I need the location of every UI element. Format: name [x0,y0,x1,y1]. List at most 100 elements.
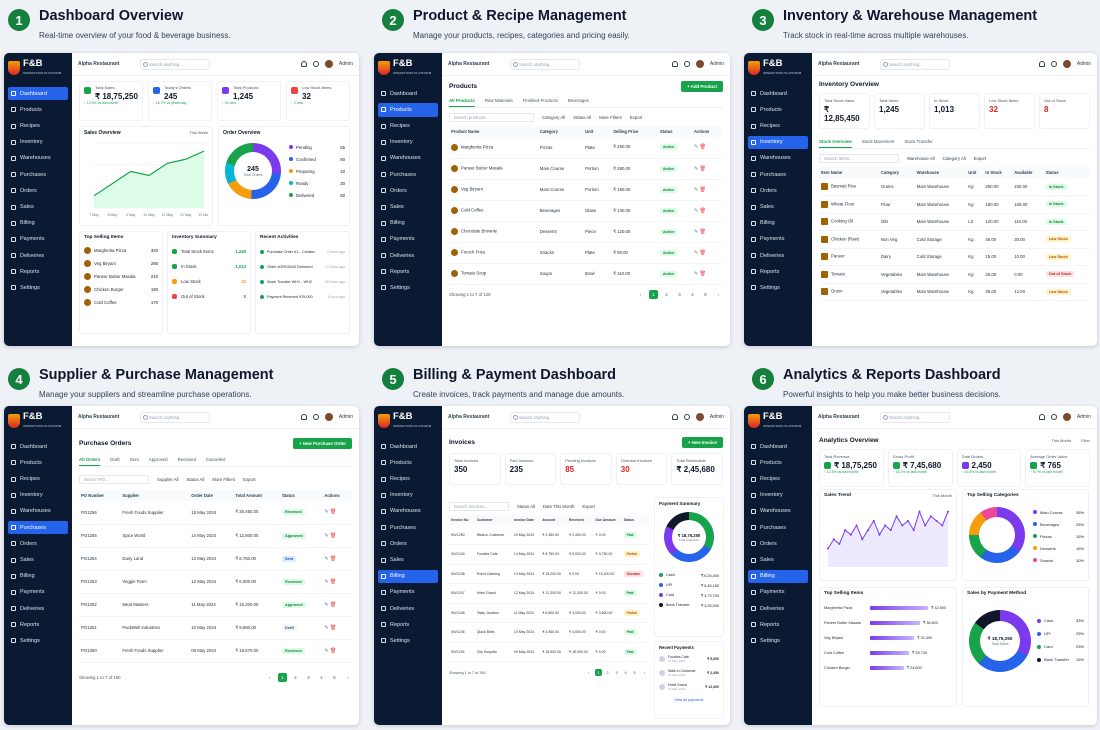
table-row[interactable]: INV1250 Walk-in Customer 15 May 2024 ₹ 2,45… [449,525,649,545]
sidebar-item-settings[interactable]: Settings [378,634,438,647]
sidebar-item-purchases[interactable]: Purchases [378,521,438,534]
table-row[interactable]: INV1246 Tasty Junction 11 May 2024 ₹ 6,800.… [449,603,649,623]
sidebar-item-warehouses[interactable]: Warehouses [748,505,808,518]
prev-page-icon[interactable]: ‹ [268,674,271,680]
page-button[interactable]: 1 [278,672,287,682]
tab-0[interactable]: Stock Overview [819,137,852,148]
sidebar-item-payments[interactable]: Payments [8,233,68,246]
edit-icon[interactable]: ✎ [324,647,329,654]
restaurant-select[interactable]: Alpha Restaurant [818,414,860,420]
sidebar-item-products[interactable]: Products [748,103,808,116]
sidebar-item-orders[interactable]: Orders [378,537,438,550]
delete-icon[interactable]: 🗑 [329,647,337,654]
restaurant-select[interactable]: Alpha Restaurant [78,61,120,67]
page-button[interactable]: 5 [333,674,336,680]
sidebar-item-inventory[interactable]: Inventory [748,135,808,149]
tab-0[interactable]: All Products [449,96,475,107]
filter-1[interactable]: Status All [186,477,205,482]
sidebar-item-payments[interactable]: Payments [8,586,68,599]
sidebar-item-payments[interactable]: Payments [748,586,808,599]
sidebar-item-recipes[interactable]: Recipes [748,119,808,132]
filter-0[interactable]: Warehouse All [907,156,935,161]
restaurant-select[interactable]: Alpha Restaurant [818,61,860,67]
avatar[interactable] [1062,413,1071,421]
tab-1[interactable]: Draft [110,457,120,462]
table-row[interactable]: INV1245 Quick Bites 10 May 2024 ₹ 4,500.00 ₹… [449,622,649,643]
user-menu[interactable]: Admin [709,414,724,420]
avatar[interactable] [695,413,704,421]
sidebar-item-warehouses[interactable]: Warehouses [8,505,68,518]
sidebar-item-orders[interactable]: Orders [8,537,68,550]
sidebar-item-settings[interactable]: Settings [748,634,808,647]
table-row[interactable]: Paneer Butter Masala Main Course Portion ₹ … [449,158,723,180]
filter-3[interactable]: Export [243,477,256,482]
sidebar-item-recipes[interactable]: Recipes [8,119,68,132]
filter-0[interactable]: Status All [517,504,535,509]
page-button[interactable]: 4 [691,291,694,297]
sidebar-item-recipes[interactable]: Recipes [8,472,68,485]
edit-icon[interactable]: ✎ [694,249,699,256]
delete-icon[interactable]: 🗑 [329,555,337,562]
sidebar-item-products[interactable]: Products [378,103,438,117]
sidebar-item-billing[interactable]: Billing [8,217,68,230]
tab-3[interactable]: Beverages [567,98,589,103]
table-row[interactable]: PO1252 Meat Masters 11 May 2024 ₹ 15,200.00… [79,593,352,617]
bell-icon[interactable] [1038,61,1045,67]
sidebar-item-dashboard[interactable]: Dashboard [378,440,438,453]
sidebar-item-inventory[interactable]: Inventory [378,489,438,502]
bell-icon[interactable] [671,414,678,420]
filter-button[interactable]: Filter [1081,438,1090,443]
sidebar-item-billing[interactable]: Billing [748,217,808,230]
page-button[interactable]: 3 [678,291,681,297]
delete-icon[interactable]: 🗑 [329,532,337,539]
table-row[interactable]: Basmati Rice Grains Main Warehouse Kg 250.00… [819,178,1090,196]
edit-icon[interactable]: ✎ [324,555,329,562]
avatar[interactable] [324,60,333,68]
page-button[interactable]: 5 [633,670,636,675]
sidebar-item-orders[interactable]: Orders [748,184,808,197]
avatar[interactable] [324,413,333,421]
restaurant-select[interactable]: Alpha Restaurant [448,414,490,420]
range-select[interactable]: This Week [189,130,208,135]
sidebar-item-recipes[interactable]: Recipes [378,472,438,485]
edit-icon[interactable]: ✎ [694,144,699,151]
delete-icon[interactable]: 🗑 [699,249,706,256]
add-product-button[interactable]: + Add Product [681,81,723,92]
help-icon[interactable] [683,61,690,67]
table-row[interactable]: PO1255 Spice World 14 May 2024 ₹ 12,800.00 A… [79,524,352,548]
delete-icon[interactable]: 🗑 [329,624,337,631]
table-row[interactable]: PO1256 Fresh Foods Supplier 15 May 2024 ₹ 2… [79,501,352,525]
tab-5[interactable]: Cancelled [205,457,226,462]
edit-icon[interactable]: ✎ [694,165,699,172]
table-row[interactable]: Veg Biryani Main Course Portion ₹ 160.00 Act… [449,179,723,201]
page-button[interactable]: 2 [294,674,297,680]
edit-icon[interactable]: ✎ [324,601,329,608]
sidebar-item-purchases[interactable]: Purchases [748,521,808,534]
bell-icon[interactable] [300,414,307,420]
delete-icon[interactable]: 🗑 [329,601,337,608]
sidebar-item-warehouses[interactable]: Warehouses [748,152,808,165]
sidebar-item-settings[interactable]: Settings [8,281,68,294]
help-icon[interactable] [1050,414,1057,420]
edit-icon[interactable]: ✎ [324,624,329,631]
filter-0[interactable]: Category All [542,115,566,120]
sidebar-item-products[interactable]: Products [8,456,68,469]
table-row[interactable]: INV1244 City Hospital 09 May 2024 ₹ 18,900.… [449,642,649,662]
sidebar-item-deliveries[interactable]: Deliveries [748,602,808,615]
avatar[interactable] [695,60,704,68]
user-menu[interactable]: Admin [709,61,724,67]
next-page-icon[interactable]: › [346,674,349,680]
sidebar-item-payments[interactable]: Payments [748,233,808,246]
sidebar-item-warehouses[interactable]: Warehouses [378,152,438,165]
tab-2[interactable]: Sent [129,457,139,462]
sidebar-item-sales[interactable]: Sales [378,553,438,566]
search-input[interactable]: Search anything... [140,411,210,423]
filter-0[interactable]: Supplier All [157,477,179,482]
sidebar-item-products[interactable]: Products [8,103,68,116]
delete-icon[interactable]: 🗑 [699,228,706,235]
table-row[interactable]: PO1253 Veggie Farm 12 May 2024 ₹ 6,300.00 Re… [79,570,352,594]
table-row[interactable]: Chicken (Raw) Non Veg Cold Storage Kg 45.00 3… [819,230,1090,249]
sidebar-item-warehouses[interactable]: Warehouses [8,152,68,165]
tab-2[interactable]: Stock Transfer [904,139,933,144]
filter-2[interactable]: More Filters [599,115,622,120]
